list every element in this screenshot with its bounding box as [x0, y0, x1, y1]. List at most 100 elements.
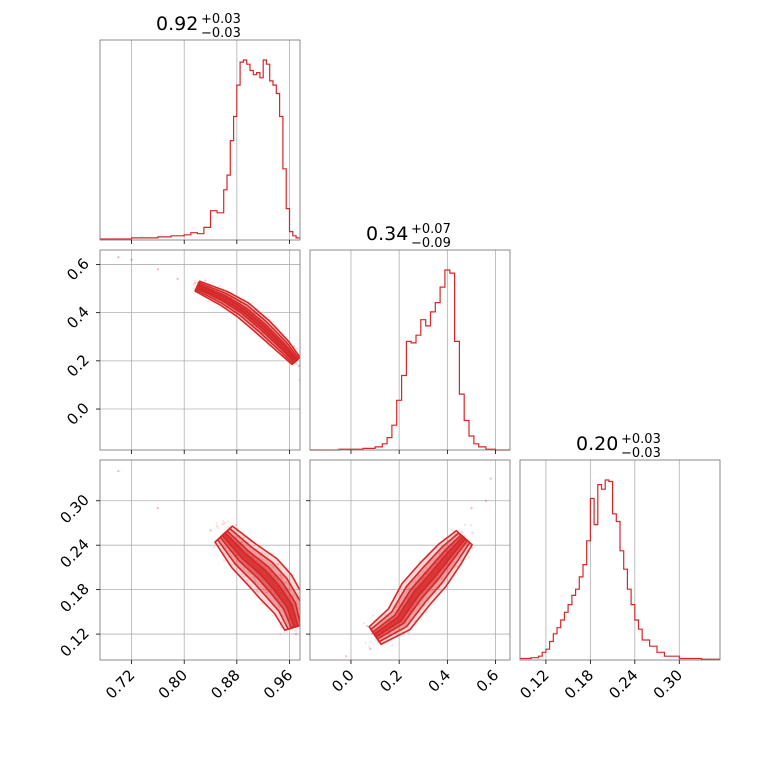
sample-point: [472, 532, 475, 535]
sample-point: [241, 573, 244, 576]
outlier-point: [156, 268, 160, 271]
sample-point: [192, 287, 195, 290]
sample-point: [216, 526, 219, 530]
sample-point: [195, 280, 198, 284]
sample-point: [240, 541, 243, 544]
sample-point: [204, 279, 207, 282]
sample-point: [255, 590, 258, 593]
sample-point: [222, 522, 225, 525]
sample-point: [224, 546, 227, 549]
sample-point: [260, 558, 264, 561]
histogram-panel-2: 0.34 +0.07−0.09: [309, 222, 511, 454]
sample-point: [374, 639, 377, 642]
contour-level-4: [373, 535, 467, 638]
sample-point: [305, 622, 307, 624]
x-tick-label: 0.88: [207, 666, 243, 702]
density-panel-1: [96, 249, 301, 454]
sample-point: [295, 363, 298, 366]
sample-point: [368, 645, 371, 648]
y-tick-label: 0.4: [63, 303, 93, 333]
title-minus-1: −0.03: [201, 26, 241, 41]
sample-point: [222, 520, 225, 523]
sample-point: [469, 524, 472, 527]
sample-point: [456, 555, 459, 558]
sample-point: [425, 610, 428, 614]
outlier-point: [117, 256, 120, 259]
contour-level-4: [196, 284, 298, 363]
sample-point: [418, 575, 421, 578]
sample-point: [212, 545, 215, 549]
sample-point: [369, 640, 372, 643]
sample-point: [395, 605, 398, 609]
outlier-point: [130, 258, 133, 261]
sample-point: [227, 526, 230, 529]
sample-point: [247, 571, 250, 574]
title-value-2: 0.34: [366, 223, 408, 245]
sample-point: [295, 628, 298, 632]
title-minus-2: −0.09: [411, 236, 451, 251]
histogram-frame: [99, 39, 301, 241]
outlier-point: [369, 647, 372, 651]
sample-point: [293, 629, 296, 632]
sample-point: [304, 631, 306, 633]
sample-point: [302, 618, 304, 620]
sample-point: [463, 523, 467, 526]
sample-point: [204, 279, 207, 282]
sample-point: [448, 567, 451, 570]
sample-point: [443, 547, 446, 550]
x-tick-label: 0.24: [605, 666, 641, 702]
sample-point: [437, 552, 440, 555]
sample-point: [303, 628, 305, 630]
histogram-frame: [519, 459, 721, 661]
sample-point: [257, 591, 260, 594]
sample-point: [363, 622, 366, 625]
outlier-point: [156, 506, 160, 510]
sample-point: [277, 563, 280, 566]
sample-point: [460, 530, 463, 533]
sample-point: [302, 598, 304, 600]
sample-point: [284, 581, 288, 585]
x-tick-label: 0.80: [155, 666, 191, 702]
sample-point: [272, 614, 275, 617]
sample-point: [254, 581, 257, 584]
x-tick-label: 0.4: [425, 666, 455, 696]
x-tick-label: 0.18: [561, 666, 597, 702]
sample-point: [470, 531, 473, 534]
density-content: [117, 469, 307, 636]
sample-point: [293, 345, 296, 348]
sample-point: [392, 610, 395, 613]
sample-point: [227, 520, 230, 523]
sample-point: [284, 581, 287, 584]
y-tick-label: 0.6: [63, 255, 93, 285]
histogram-line: [520, 479, 720, 660]
sample-point: [246, 579, 249, 582]
y-tick-label: 0.12: [56, 624, 92, 660]
contour-level-4: [221, 531, 299, 629]
sample-point: [455, 564, 458, 568]
outlier-point: [298, 364, 300, 367]
y-tick-label: 0.30: [56, 491, 92, 527]
density-content: [344, 477, 492, 658]
density-panel-2: [96, 459, 307, 664]
sample-point: [295, 362, 298, 365]
outlier-point: [470, 506, 473, 510]
sample-point: [215, 522, 218, 525]
sample-point: [261, 602, 264, 606]
histogram-panel-1: 0.92 +0.03−0.03: [99, 12, 301, 244]
sample-point: [193, 282, 197, 285]
sample-point: [193, 284, 196, 287]
sample-point: [224, 547, 227, 550]
outlier-point: [489, 477, 492, 480]
y-tick-label: 0.18: [56, 580, 92, 616]
x-tick-label: 0.6: [473, 666, 503, 696]
x-tick-label: 0.30: [650, 666, 686, 702]
sample-point: [384, 613, 387, 617]
sample-point: [471, 546, 474, 550]
histogram-frame: [309, 249, 511, 451]
sample-point: [280, 577, 283, 580]
sample-point: [442, 536, 445, 539]
sample-point: [207, 300, 210, 303]
sample-point: [193, 281, 196, 285]
sample-point: [467, 556, 470, 559]
sample-point: [440, 577, 443, 580]
